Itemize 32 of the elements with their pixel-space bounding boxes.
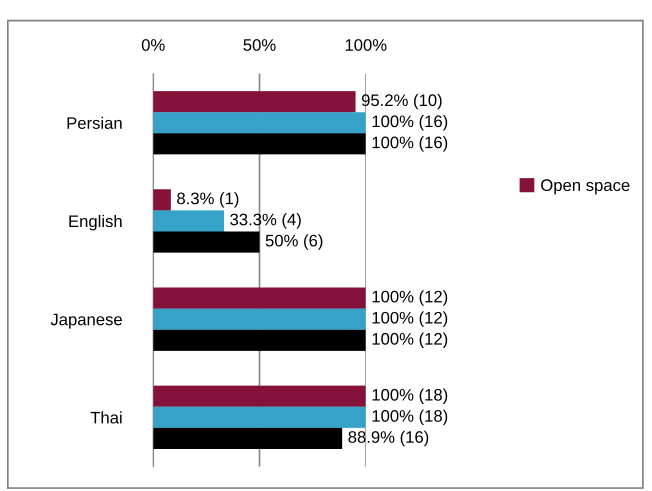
y-tick-label: Japanese: [50, 314, 122, 329]
x-tick-label: 50%: [243, 39, 276, 51]
data-label: 100% (16): [372, 114, 448, 131]
data-label: 8.3% (1): [177, 192, 238, 208]
legend-label: Open space: [541, 179, 630, 194]
y-tick-label: Persian: [68, 116, 122, 129]
data-label: 100% (16): [372, 136, 448, 152]
bar: [153, 308, 366, 330]
data-label: 95.2% (10): [362, 94, 442, 110]
bar: [153, 189, 171, 210]
bar: [153, 133, 366, 154]
x-tick-label: 100%: [346, 39, 386, 51]
x-tick-label: 0%: [142, 39, 165, 51]
bar: [153, 112, 366, 134]
data-label: 100% (12): [372, 290, 448, 306]
data-label: 100% (12): [372, 311, 448, 327]
bar: [153, 330, 366, 351]
y-tick-label: Thai: [90, 411, 122, 424]
bar: [153, 428, 342, 450]
data-label: 88.9% (16): [348, 430, 428, 446]
bar: [153, 232, 260, 253]
data-label: 100% (18): [372, 410, 448, 426]
data-label: 50% (6): [266, 234, 322, 250]
y-tick-label: English: [69, 214, 122, 230]
data-label: 33.3% (4): [230, 213, 301, 229]
bar: [153, 210, 224, 232]
data-label: 100% (18): [372, 388, 448, 404]
data-label: 100% (12): [372, 332, 448, 348]
bar: [153, 406, 366, 428]
bar: [153, 386, 366, 407]
bar: [153, 287, 366, 309]
bar: [153, 91, 356, 112]
